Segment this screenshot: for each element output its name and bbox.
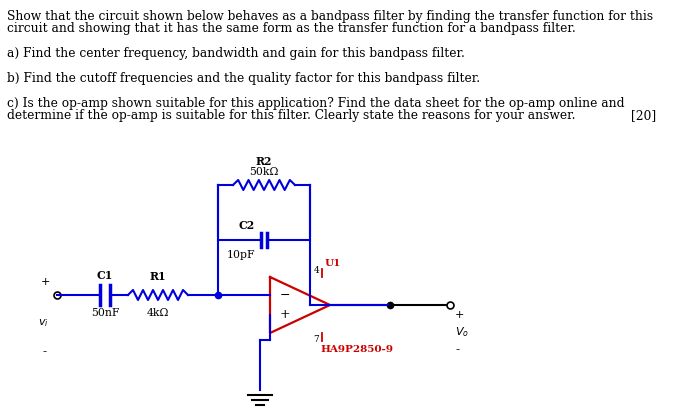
Text: 50nF: 50nF xyxy=(91,308,119,318)
Text: U1: U1 xyxy=(325,259,341,268)
Text: R2: R2 xyxy=(256,156,273,167)
Text: -: - xyxy=(43,345,47,358)
Text: C2: C2 xyxy=(239,220,255,231)
Text: -: - xyxy=(455,343,459,356)
Text: C1: C1 xyxy=(97,270,113,281)
Text: +: + xyxy=(280,309,291,321)
Text: $V_o$: $V_o$ xyxy=(455,325,469,339)
Text: HA9P2850-9: HA9P2850-9 xyxy=(320,345,393,354)
Text: 10pF: 10pF xyxy=(226,250,255,260)
Text: +: + xyxy=(40,277,50,287)
Text: 4kΩ: 4kΩ xyxy=(147,308,169,318)
Text: R1: R1 xyxy=(149,271,166,282)
Text: c) Is the op-amp shown suitable for this application? Find the data sheet for th: c) Is the op-amp shown suitable for this… xyxy=(7,97,625,110)
Text: b) Find the cutoff frequencies and the quality factor for this bandpass filter.: b) Find the cutoff frequencies and the q… xyxy=(7,72,480,85)
Text: 7: 7 xyxy=(313,335,319,344)
Text: 4: 4 xyxy=(313,266,319,275)
Text: $v_i$: $v_i$ xyxy=(38,317,48,329)
Text: [20]: [20] xyxy=(631,109,656,122)
Text: +: + xyxy=(455,310,464,320)
Text: 50kΩ: 50kΩ xyxy=(249,167,279,177)
Text: circuit and showing that it has the same form as the transfer function for a ban: circuit and showing that it has the same… xyxy=(7,22,575,35)
Text: −: − xyxy=(280,289,291,302)
Text: Show that the circuit shown below behaves as a bandpass filter by finding the tr: Show that the circuit shown below behave… xyxy=(7,10,653,23)
Text: determine if the op-amp is suitable for this filter. Clearly state the reasons f: determine if the op-amp is suitable for … xyxy=(7,109,575,122)
Text: a) Find the center frequency, bandwidth and gain for this bandpass filter.: a) Find the center frequency, bandwidth … xyxy=(7,47,465,60)
